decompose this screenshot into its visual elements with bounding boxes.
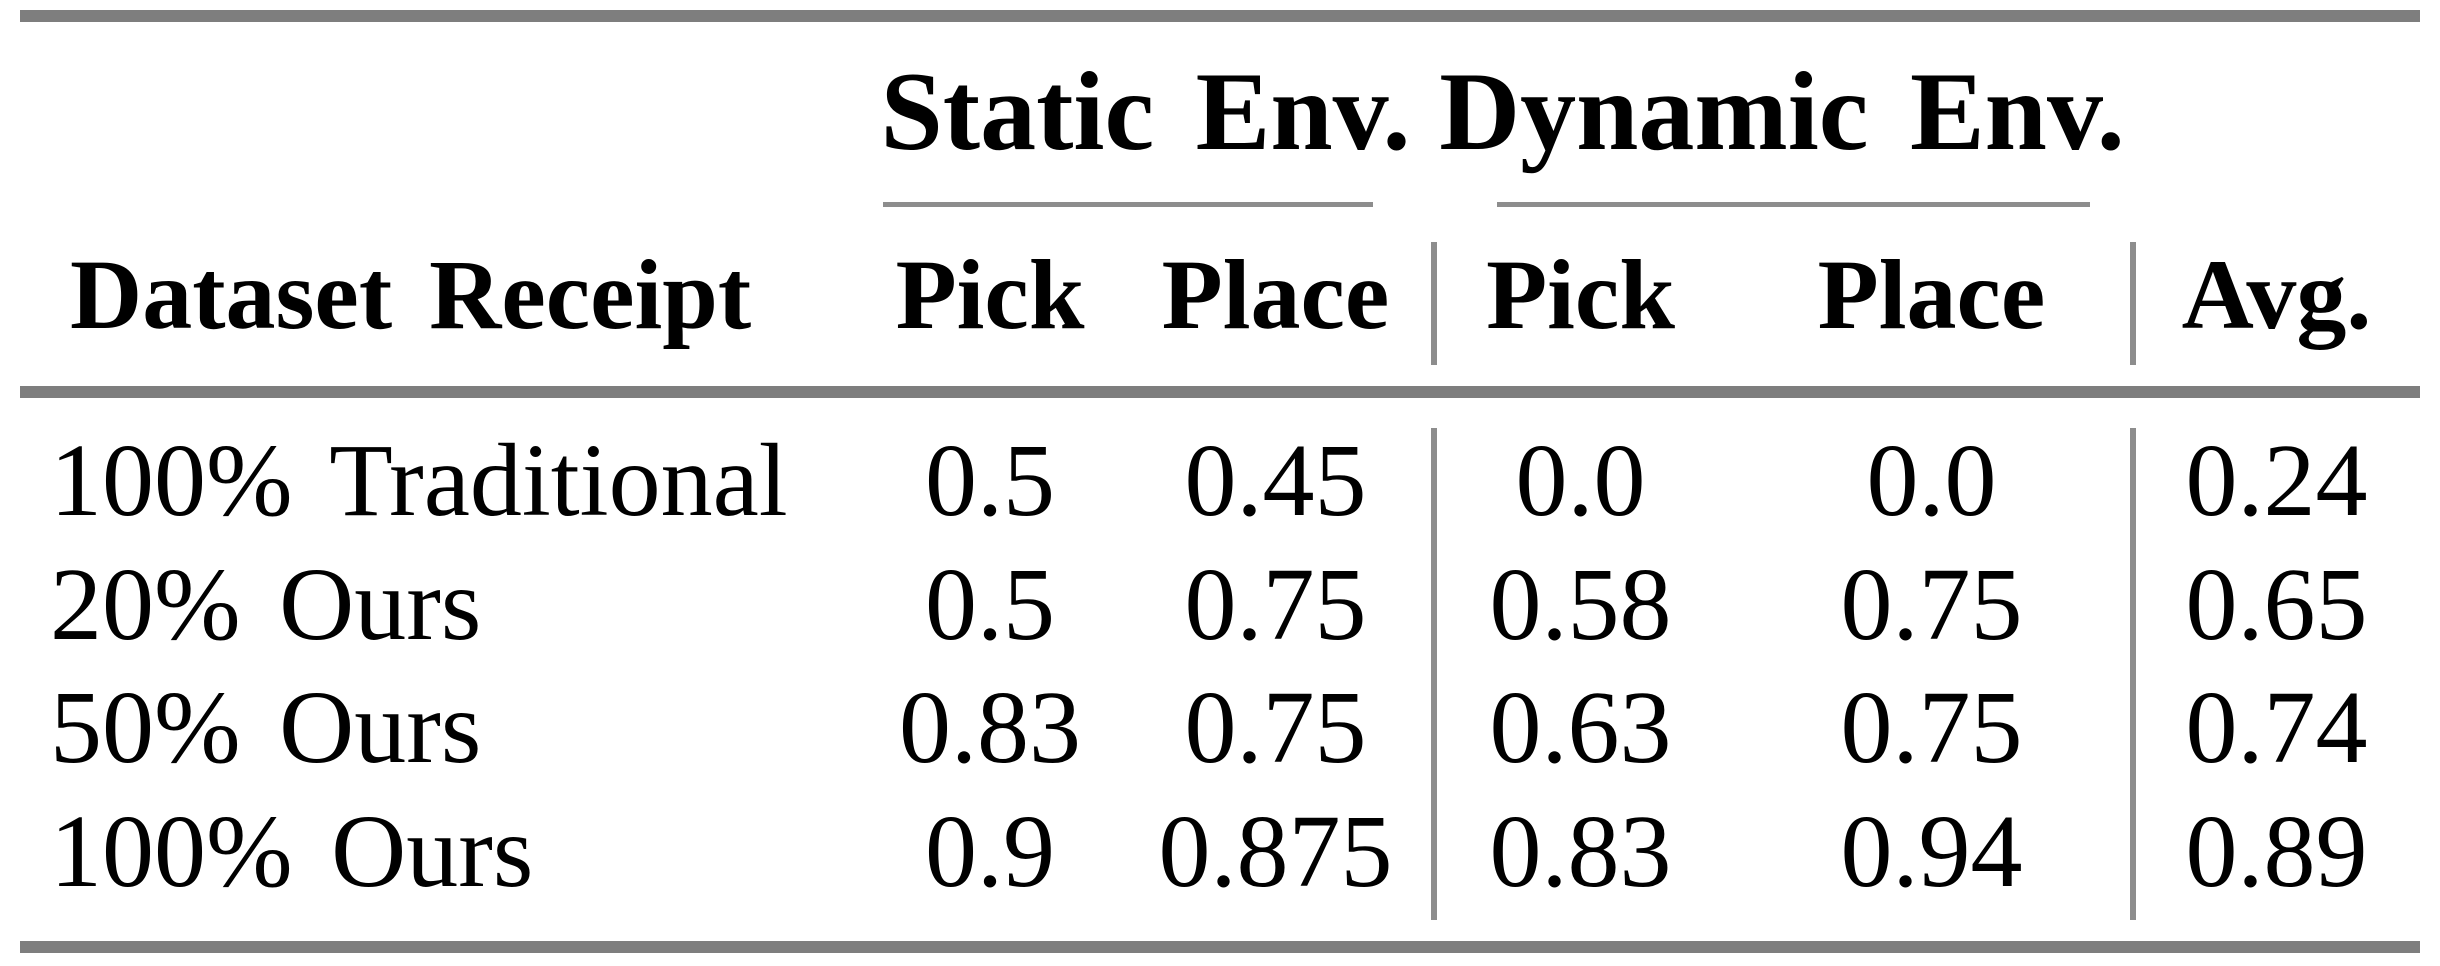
cell-avg: 0.65 xyxy=(2185,546,2368,662)
table-top-rule xyxy=(20,10,2420,22)
column-header-static-pick: Pick xyxy=(895,239,1085,350)
cell-dynamic-pick: 0.63 xyxy=(1489,670,1672,785)
column-header-static-place: Place xyxy=(1161,239,1390,350)
dynamic-env-group-underline xyxy=(1497,202,2090,207)
cell-static-pick: 0.5 xyxy=(925,423,1055,538)
static-env-group-underline xyxy=(883,202,1373,207)
cell-avg: 0.74 xyxy=(2185,670,2368,785)
table-header-divider-rule xyxy=(20,386,2420,398)
cell-avg: 0.89 xyxy=(2185,793,2368,909)
cell-static-place: 0.75 xyxy=(1184,546,1367,662)
row-label: 100% Ours xyxy=(50,793,534,909)
group-header-static-env: Static Env. xyxy=(880,49,1411,174)
cell-dynamic-pick: 0.58 xyxy=(1489,546,1672,662)
cell-static-pick: 0.9 xyxy=(925,793,1055,909)
cell-static-pick: 0.83 xyxy=(899,670,1081,785)
row-label: 20% Ours xyxy=(50,546,482,662)
cell-static-pick: 0.5 xyxy=(925,546,1055,662)
cell-dynamic-place: 0.0 xyxy=(1866,423,1997,538)
cell-static-place: 0.75 xyxy=(1184,670,1367,785)
row-label: 50% Ours xyxy=(50,670,482,785)
column-header-dynamic-pick: Pick xyxy=(1486,239,1675,350)
column-header-dataset-receipt: Dataset Receipt xyxy=(70,239,752,350)
column-divider-dynamic-avg-header xyxy=(2130,242,2136,365)
cell-dynamic-pick: 0.83 xyxy=(1489,793,1672,909)
cell-dynamic-place: 0.75 xyxy=(1840,670,2023,785)
table-bottom-rule xyxy=(20,941,2420,953)
column-header-avg: Avg. xyxy=(2181,239,2372,350)
cell-dynamic-place: 0.94 xyxy=(1840,793,2023,909)
group-header-dynamic-env: Dynamic Env. xyxy=(1439,49,2125,174)
cell-static-place: 0.875 xyxy=(1158,793,1393,909)
column-header-dynamic-place: Place xyxy=(1817,239,2046,350)
column-divider-dynamic-avg-body xyxy=(2130,428,2136,920)
cell-static-place: 0.45 xyxy=(1184,423,1367,538)
row-label: 100% Traditional xyxy=(50,423,788,538)
column-divider-static-dynamic-header xyxy=(1431,242,1437,365)
cell-dynamic-pick: 0.0 xyxy=(1515,423,1646,538)
cell-avg: 0.24 xyxy=(2185,423,2368,538)
column-divider-static-dynamic-body xyxy=(1431,428,1437,920)
cell-dynamic-place: 0.75 xyxy=(1840,546,2023,662)
results-table: Static Env. Dynamic Env. Dataset Receipt… xyxy=(20,22,2420,913)
